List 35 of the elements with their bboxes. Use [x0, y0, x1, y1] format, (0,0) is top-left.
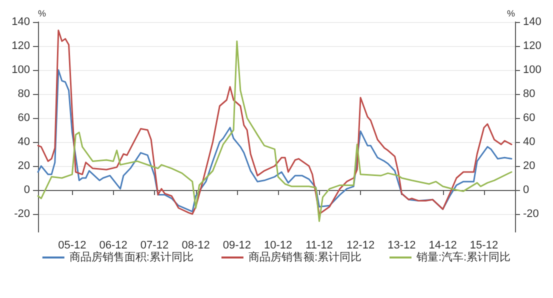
y2-tick-label: 40: [523, 136, 536, 148]
y2-axis-title: %: [506, 8, 515, 18]
y-tick-label: 60: [18, 112, 30, 124]
legend-label: 商品房销售额:累计同比: [248, 250, 362, 264]
x-tick-label: 07-12: [140, 240, 169, 252]
x-tick-label: 06-12: [99, 240, 128, 252]
y2-tick-label: 60: [523, 112, 536, 124]
x-tick-label: 11-12: [306, 240, 333, 252]
y2-tick-label: -20: [523, 208, 539, 220]
y-tick-label: 120: [12, 40, 30, 52]
y-tick-label: -20: [14, 208, 30, 220]
y2-tick-label: 80: [523, 88, 536, 100]
y2-tick-label: 120: [523, 40, 542, 52]
x-tick-label: 10-12: [264, 240, 292, 252]
y2-tick-label: 140: [523, 16, 542, 28]
y2-tick-label: 0: [523, 184, 530, 196]
y-tick-label: 100: [12, 64, 30, 76]
x-tick-label: 09-12: [222, 240, 251, 252]
y-tick-label: 140: [12, 16, 30, 28]
x-tick-label: 14-12: [428, 240, 457, 252]
y-tick-label: 80: [18, 88, 30, 100]
y2-tick-label: 100: [523, 64, 542, 76]
legend-label: 销量:汽车:累计同比: [416, 250, 511, 264]
x-tick-label: 13-12: [388, 240, 416, 252]
y-tick-label: 0: [24, 184, 30, 196]
x-tick-label: 12-12: [346, 240, 375, 252]
y-tick-label: 40: [18, 136, 30, 148]
y2-tick-label: 20: [523, 160, 536, 172]
line-series: [37, 69, 512, 212]
y-axis-title: %: [38, 8, 46, 18]
x-tick-label: 08-12: [182, 240, 210, 252]
legend-label: 商品房销售面积:累计同比: [69, 250, 194, 264]
x-tick-label: 15-12: [470, 240, 498, 252]
y-tick-label: 20: [18, 160, 30, 172]
x-tick-label: 05-12: [58, 240, 86, 252]
